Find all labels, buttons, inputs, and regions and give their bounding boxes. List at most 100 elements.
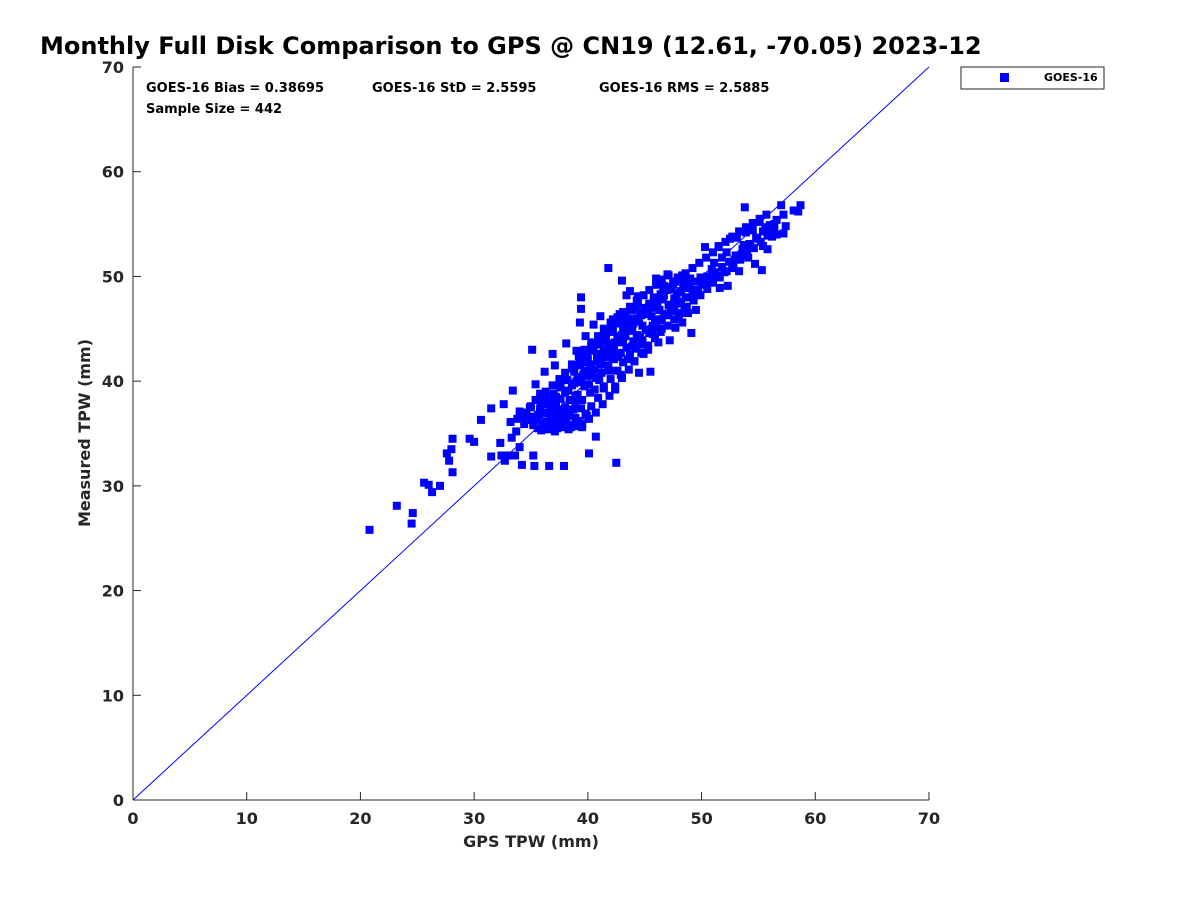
- x-ticks: 0 10 20 30 40 50 60 70: [127, 792, 940, 828]
- data-point: [578, 420, 587, 429]
- x-tick-label: 10: [236, 809, 258, 828]
- data-point: [606, 339, 615, 348]
- data-point: [619, 325, 628, 334]
- data-point: [496, 438, 505, 447]
- data-point: [537, 397, 546, 406]
- data-point: [763, 245, 772, 254]
- data-point: [683, 293, 692, 302]
- data-point: [448, 434, 457, 443]
- data-point: [407, 519, 416, 528]
- data-point: [550, 427, 559, 436]
- data-point: [604, 264, 613, 273]
- data-point: [619, 308, 628, 317]
- data-point: [500, 456, 509, 465]
- data-point: [616, 348, 625, 357]
- data-point: [736, 255, 745, 264]
- data-point: [531, 380, 540, 389]
- data-point: [599, 324, 608, 333]
- data-point: [562, 339, 571, 348]
- data-point: [448, 468, 457, 477]
- data-point: [687, 328, 696, 337]
- data-point: [504, 451, 513, 460]
- data-point: [635, 368, 644, 377]
- data-point: [602, 330, 611, 339]
- data-point: [677, 287, 686, 296]
- data-point: [588, 369, 597, 378]
- data-point: [714, 243, 723, 252]
- data-point: [527, 402, 535, 411]
- y-tick-label: 60: [102, 163, 124, 182]
- data-point: [522, 408, 531, 417]
- data-point: [571, 422, 580, 431]
- x-tick-label: 50: [690, 809, 712, 828]
- data-point: [558, 414, 567, 423]
- data-point: [758, 227, 767, 236]
- data-point: [625, 320, 634, 329]
- data-point: [589, 320, 598, 329]
- data-point: [586, 364, 595, 373]
- data-point: [630, 357, 639, 366]
- data-point: [710, 258, 719, 267]
- data-point: [565, 395, 574, 404]
- data-point: [739, 241, 748, 250]
- data-point: [577, 304, 586, 313]
- data-point: [577, 293, 586, 302]
- data-point: [691, 305, 700, 314]
- data-point: [548, 423, 557, 432]
- data-point: [704, 273, 713, 282]
- data-point: [606, 375, 615, 384]
- data-point: [652, 274, 661, 283]
- data-point: [570, 367, 579, 376]
- data-point: [365, 525, 374, 534]
- data-point: [757, 266, 766, 275]
- data-point: [552, 399, 561, 408]
- data-point: [671, 277, 680, 286]
- data-point: [632, 314, 641, 323]
- data-point: [619, 358, 628, 367]
- y-tick-label: 50: [102, 267, 124, 286]
- y-tick-label: 20: [102, 582, 124, 601]
- data-point: [741, 223, 750, 232]
- data-point: [779, 210, 788, 219]
- data-point: [700, 243, 709, 252]
- data-point: [594, 332, 603, 341]
- data-point: [420, 478, 429, 487]
- data-point: [595, 336, 604, 345]
- data-point: [539, 420, 548, 429]
- data-point: [729, 261, 738, 270]
- data-point: [722, 248, 731, 257]
- x-tick-label: 40: [577, 809, 599, 828]
- data-point: [708, 248, 717, 257]
- data-point: [540, 367, 549, 376]
- data-point: [722, 267, 731, 276]
- data-point: [728, 232, 737, 241]
- data-point: [586, 388, 595, 397]
- data-point: [664, 282, 673, 291]
- data-point: [575, 356, 584, 365]
- data-point: [670, 315, 679, 324]
- data-point: [561, 368, 570, 377]
- data-point: [617, 331, 626, 340]
- data-point: [512, 427, 521, 436]
- data-point: [573, 374, 582, 383]
- data-point: [613, 332, 622, 341]
- data-point: [611, 382, 620, 391]
- data-point: [663, 321, 672, 330]
- data-point: [639, 291, 648, 300]
- data-point: [637, 340, 646, 349]
- data-point: [584, 414, 593, 423]
- data-point: [597, 368, 606, 377]
- data-point: [584, 380, 593, 389]
- data-point: [708, 278, 717, 287]
- data-point: [624, 324, 633, 333]
- data-point: [688, 264, 697, 273]
- data-point: [770, 220, 779, 229]
- data-point: [683, 309, 692, 318]
- data-point: [682, 302, 691, 311]
- data-point: [581, 409, 590, 418]
- data-point: [762, 210, 771, 219]
- data-point: [532, 415, 541, 424]
- data-point: [638, 336, 647, 345]
- data-point: [524, 415, 533, 424]
- data-points: [365, 201, 805, 534]
